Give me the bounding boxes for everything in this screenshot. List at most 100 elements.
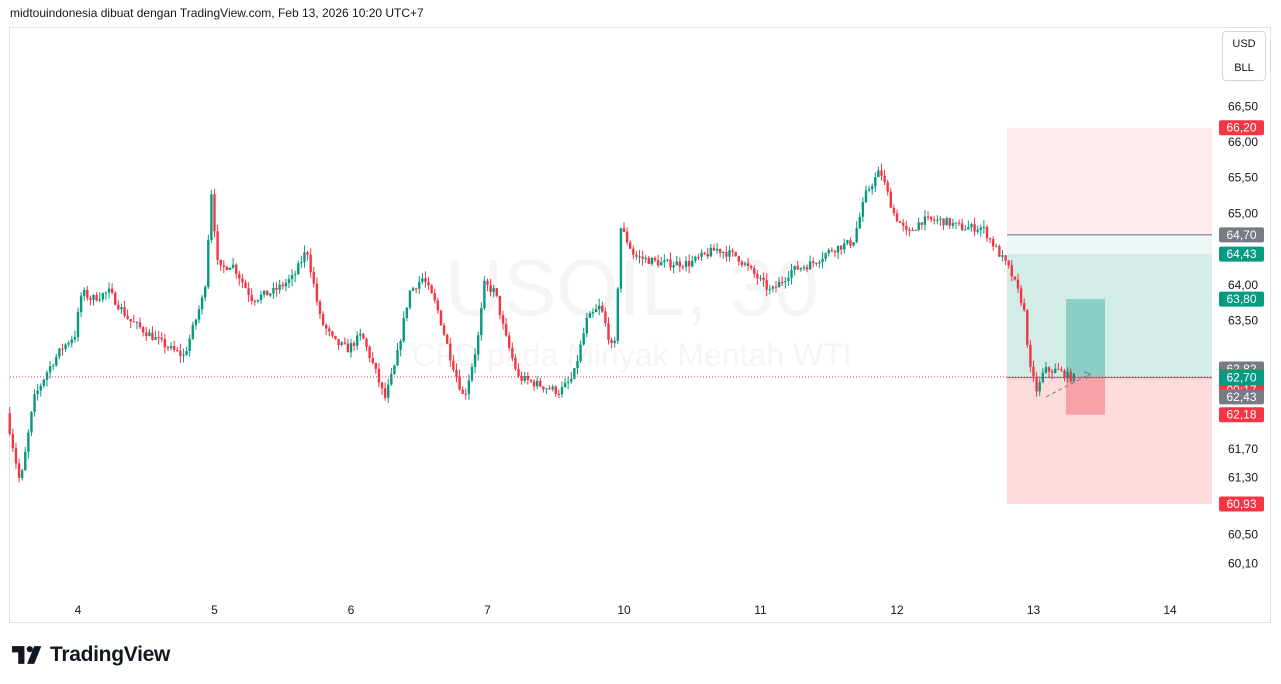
price-tag[interactable]: 64,70: [1219, 227, 1264, 243]
candle: [843, 238, 846, 254]
candle: [514, 354, 517, 371]
candle: [402, 311, 405, 343]
candle: [607, 317, 610, 345]
candle: [585, 312, 588, 338]
candle: [377, 363, 381, 388]
candle: [228, 267, 232, 271]
candle: [449, 337, 452, 367]
candle: [960, 218, 964, 231]
price-tag-text: 63,80: [1226, 292, 1256, 306]
candle: [467, 374, 471, 400]
candle: [58, 348, 61, 360]
time-tick-label: 7: [484, 603, 491, 617]
candle: [356, 331, 359, 350]
candle: [991, 236, 995, 251]
candle: [241, 273, 244, 288]
candle: [982, 220, 986, 234]
candle: [1060, 366, 1063, 372]
candle: [765, 273, 768, 297]
candle: [349, 338, 353, 358]
currency-label[interactable]: USD: [1232, 38, 1256, 50]
candle: [638, 250, 641, 264]
position-tool[interactable]: [1007, 127, 1212, 504]
candle: [213, 188, 216, 238]
candle: [985, 224, 989, 242]
price-tag[interactable]: 66,20: [1219, 120, 1264, 136]
candle: [700, 249, 703, 261]
price-tag-text: 62,18: [1226, 408, 1256, 422]
candle: [36, 384, 39, 401]
candle: [697, 253, 700, 261]
candle: [203, 284, 207, 302]
candle: [787, 271, 790, 286]
candle: [839, 245, 843, 255]
candle: [235, 263, 238, 279]
candle: [759, 274, 762, 282]
candle: [262, 290, 266, 298]
candle: [1022, 298, 1026, 312]
price-tag[interactable]: 64,43: [1219, 246, 1264, 262]
price-axis[interactable]: 66,50 66,00 65,50 65,00 64,00 63,50 61,70 61,30…: [1219, 99, 1264, 570]
time-axis[interactable]: 4 5 6 7 10 11 12 13 14: [75, 603, 1177, 617]
candle: [79, 292, 83, 318]
price-tick-label: 60,10: [1228, 556, 1258, 570]
candle: [27, 429, 30, 459]
candle: [414, 287, 418, 294]
candle: [1016, 273, 1020, 293]
candle: [1035, 371, 1038, 397]
candle: [948, 217, 951, 229]
price-tag[interactable]: 62,18: [1219, 407, 1264, 423]
price-tag-text: 64,43: [1226, 247, 1256, 261]
candle: [179, 343, 182, 363]
candle: [743, 261, 747, 267]
candle: [48, 360, 52, 379]
candle: [483, 275, 486, 311]
unit-label[interactable]: BLL: [1234, 62, 1254, 74]
candle: [1029, 340, 1032, 373]
candle: [911, 227, 914, 232]
candle: [278, 279, 281, 294]
chart-frame: [9, 27, 1271, 623]
candle: [321, 311, 325, 327]
price-tick-label: 66,50: [1228, 99, 1258, 113]
candle: [45, 370, 49, 387]
candle: [933, 215, 936, 225]
watermark-symbol: USOIL, 30: [445, 243, 819, 332]
price-tag[interactable]: 63,80: [1219, 291, 1264, 307]
candle: [107, 282, 111, 299]
candle: [703, 252, 706, 256]
candle: [954, 222, 958, 229]
candle: [877, 166, 880, 178]
candle: [784, 277, 787, 289]
price-tag[interactable]: 62,70: [1219, 370, 1264, 386]
profit-zone: [1007, 254, 1212, 378]
candle: [387, 378, 390, 404]
candle: [973, 217, 976, 237]
candle: [852, 242, 855, 247]
price-tag[interactable]: 62,43: [1219, 389, 1264, 405]
candle: [55, 353, 58, 367]
price-tag[interactable]: 60,93: [1219, 496, 1264, 512]
candle: [346, 339, 350, 353]
candle: [998, 244, 1001, 258]
candle: [576, 354, 579, 375]
candle: [846, 239, 849, 246]
candle: [266, 290, 269, 296]
candle: [340, 341, 343, 347]
unit-selector[interactable]: USD BLL: [1222, 31, 1266, 81]
candle: [30, 411, 33, 437]
candle: [802, 265, 806, 271]
candle: [964, 224, 967, 231]
candle: [480, 302, 483, 341]
candle: [70, 335, 73, 348]
symbol-watermark: USOIL, 30 CFD pada Minyak Mentah WTI: [412, 243, 851, 373]
candle: [902, 218, 905, 232]
candle: [169, 342, 173, 351]
candle: [746, 257, 750, 271]
candle: [905, 220, 908, 236]
candles-layer: [8, 163, 1076, 483]
candle: [272, 282, 275, 300]
candle: [445, 333, 449, 345]
price-tick-label: 64,00: [1228, 278, 1258, 292]
